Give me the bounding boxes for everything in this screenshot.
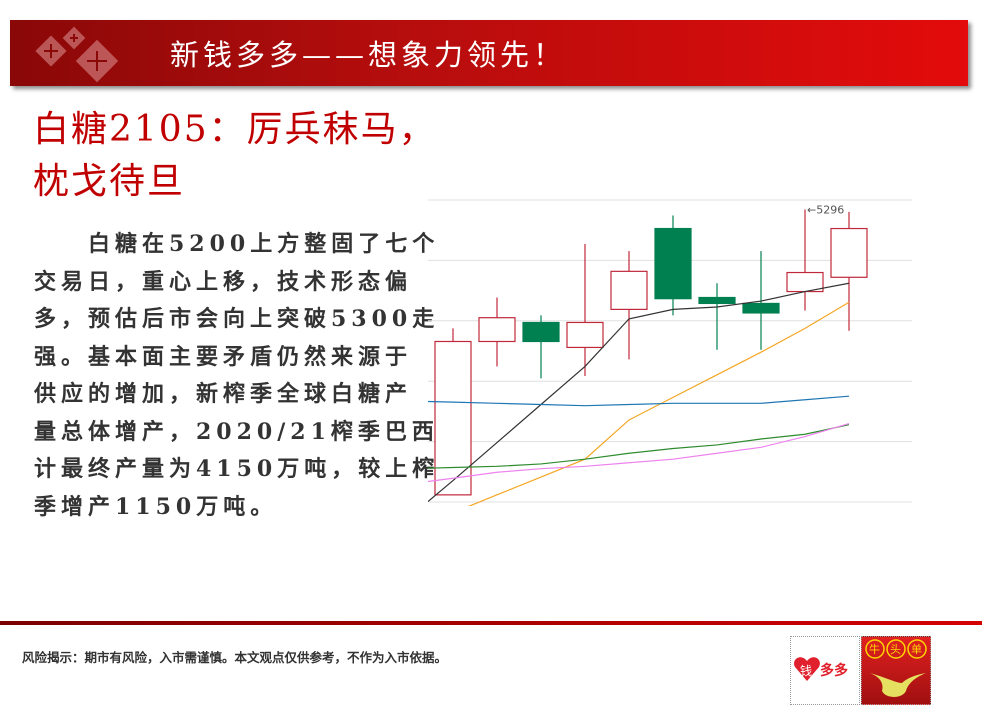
candle-body	[654, 227, 692, 300]
candle-body	[830, 227, 868, 278]
candle-body	[478, 317, 516, 343]
svg-text:多多: 多多	[820, 662, 848, 679]
banner-title: 新钱多多——想象力领先！	[170, 38, 567, 72]
slide-title-line: 枕戈待旦	[33, 161, 186, 202]
slide-title: 白糖2105：厉兵秣马， 枕戈待旦	[33, 104, 437, 208]
body-line: 量总体增产，2020/21榨季巴西预	[34, 418, 466, 445]
svg-text:单: 单	[911, 643, 922, 656]
candlestick-chart: ←5296	[428, 199, 912, 506]
svg-text:牛: 牛	[869, 642, 880, 656]
candle-body	[522, 321, 560, 343]
body-line: 计最终产量为4150万吨，较上榨	[34, 456, 440, 482]
candle-body	[698, 296, 736, 305]
footer-divider	[0, 621, 982, 625]
qianduoduo-logo: 钱 多多	[790, 636, 860, 705]
body-line: 多，预估后市会向上突破5300走	[34, 306, 440, 332]
slide-title-line: 白糖2105：厉兵秣马，	[33, 109, 437, 150]
body-line: 交易日，重心上移，技术形态偏	[34, 268, 413, 295]
body-paragraph: 白糖在5200上方整固了七个 交易日，重心上移，技术形态偏 多，预估后市会向上突…	[34, 226, 466, 526]
moving-average-line	[428, 282, 850, 502]
header-banner: 新钱多多——想象力领先！	[10, 20, 968, 86]
moving-average-line	[428, 395, 850, 407]
high-annotation: ←5296	[807, 204, 844, 217]
candle-body	[566, 321, 604, 349]
body-line: 供应的增加，新榨季全球白糖产	[34, 381, 413, 407]
candle-body	[434, 340, 472, 496]
svg-text:头: 头	[890, 643, 901, 656]
body-line: 白糖在5200上方整固了七个	[34, 231, 440, 257]
risk-notice: 风险揭示：期市有风险，入市需谨慎。本文观点仅供参考，不作为入市依据。	[22, 650, 448, 665]
body-line: 强。基本面主要矛盾仍然来源于	[34, 343, 413, 370]
moving-average-line	[467, 301, 850, 506]
candle-body	[610, 270, 648, 310]
body-line: 季增产1150万吨。	[34, 493, 278, 520]
moving-average-line	[428, 424, 850, 469]
pattern-logo-icon	[35, 26, 119, 83]
moving-average-line	[428, 422, 850, 483]
niutoudan-logo: 牛头单	[861, 636, 931, 705]
candle-body	[742, 302, 780, 314]
svg-text:钱: 钱	[800, 663, 812, 678]
